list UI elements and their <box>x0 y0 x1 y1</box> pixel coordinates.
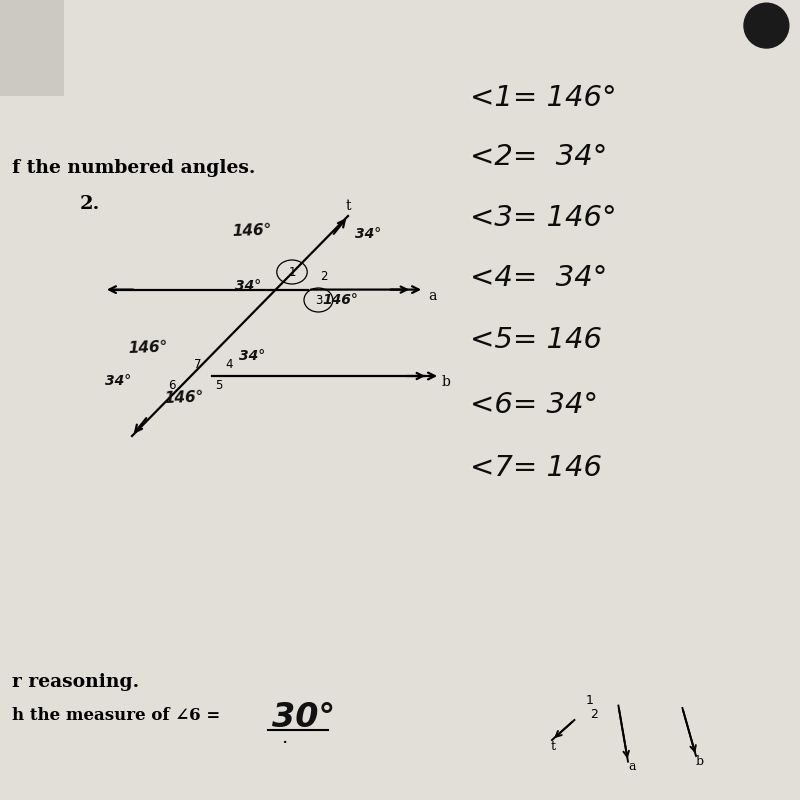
Text: 1: 1 <box>586 694 594 707</box>
Text: t: t <box>346 199 350 214</box>
Text: 6: 6 <box>168 379 176 392</box>
Text: ∠1= ???: ∠1= ??? <box>470 277 477 278</box>
Text: 5: 5 <box>214 379 222 392</box>
Text: t: t <box>551 740 556 753</box>
Text: <5= 146: <5= 146 <box>470 326 602 354</box>
Text: r reasoning.: r reasoning. <box>12 673 139 690</box>
Text: ∠1= ???: ∠1= ??? <box>470 156 477 158</box>
Text: 2: 2 <box>590 708 598 721</box>
Text: 2: 2 <box>320 270 328 283</box>
Text: 34°: 34° <box>235 278 261 293</box>
Text: b: b <box>442 375 451 390</box>
Text: f the numbered angles.: f the numbered angles. <box>12 159 255 177</box>
Text: 146°: 146° <box>128 340 168 356</box>
Text: 30°: 30° <box>272 701 335 734</box>
Text: ∠1= ???: ∠1= ??? <box>470 97 477 98</box>
Text: ∠1= ???: ∠1= ??? <box>470 467 477 469</box>
Text: 7: 7 <box>194 358 202 371</box>
Text: 3: 3 <box>314 294 322 306</box>
Text: b: b <box>696 755 704 768</box>
Text: 146°: 146° <box>164 390 204 406</box>
Text: a: a <box>428 289 436 303</box>
Text: 34°: 34° <box>239 349 265 363</box>
Text: ∠1= ???: ∠1= ??? <box>470 217 477 218</box>
Text: 146°: 146° <box>232 222 272 238</box>
Text: 34°: 34° <box>355 227 381 242</box>
Text: <3= 146°: <3= 146° <box>470 204 617 232</box>
Circle shape <box>744 3 789 48</box>
Text: ∠1= ???: ∠1= ??? <box>470 404 477 406</box>
Text: <6= 34°: <6= 34° <box>470 391 598 419</box>
Text: 34°: 34° <box>106 374 131 388</box>
Text: 4: 4 <box>226 358 234 371</box>
FancyBboxPatch shape <box>0 0 64 96</box>
Text: ∠1= ???: ∠1= ??? <box>470 339 477 341</box>
Text: h the measure of ∠6 =: h the measure of ∠6 = <box>12 707 220 725</box>
Text: <1= 146°: <1= 146° <box>470 84 617 111</box>
Text: 1: 1 <box>288 266 296 278</box>
Text: 146°: 146° <box>322 293 358 307</box>
Text: <4=  34°: <4= 34° <box>470 264 608 292</box>
Text: a: a <box>628 760 636 773</box>
Text: 2.: 2. <box>80 195 100 213</box>
Text: .: . <box>281 729 287 746</box>
Text: <7= 146: <7= 146 <box>470 454 602 482</box>
Text: <2=  34°: <2= 34° <box>470 142 608 170</box>
